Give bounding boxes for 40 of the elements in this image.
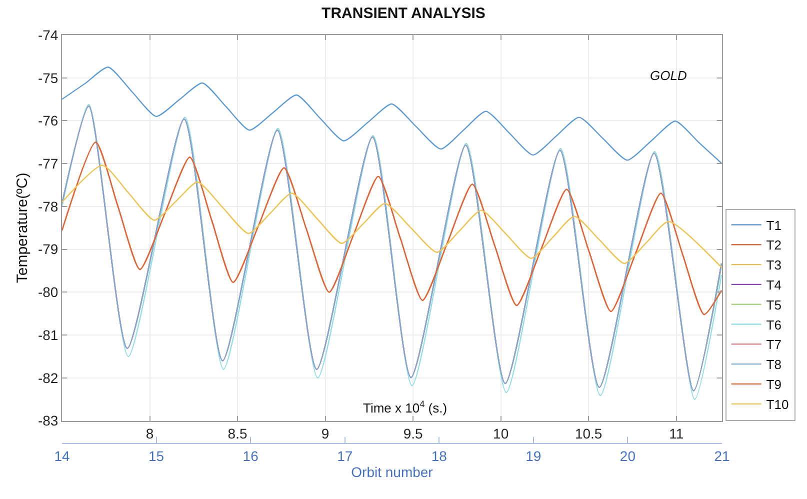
x2-tick-label: 20 xyxy=(620,448,636,464)
y-tick-label: -82 xyxy=(38,370,58,386)
x2-tick-label: 19 xyxy=(526,448,542,464)
x2-tick-label: 21 xyxy=(714,448,730,464)
x-tick-label: 9 xyxy=(321,426,330,442)
y-tick-label: -83 xyxy=(38,412,58,429)
x2-tick-label: 17 xyxy=(337,448,353,464)
x2-tick-label: 18 xyxy=(431,448,448,464)
x2-tick-label: 15 xyxy=(148,448,164,464)
legend-label: T4 xyxy=(766,278,782,293)
legend-label: T2 xyxy=(766,238,782,253)
y-tick-label: -75 xyxy=(38,70,58,86)
x-tick-label: 8.5 xyxy=(228,426,248,442)
y-tick-label: -74 xyxy=(38,26,58,43)
x-axis-title: Time x 10$^{4}$ (s.) xyxy=(363,399,448,416)
x-tick-label: 9.5 xyxy=(403,426,423,442)
y-tick-label: -78 xyxy=(38,198,58,214)
x2-tick-label: 14 xyxy=(54,448,70,464)
x-tick-label: 10.5 xyxy=(574,426,602,442)
y-tick-label: -76 xyxy=(38,112,58,129)
legend-label: T9 xyxy=(766,377,782,392)
legend-label: T1 xyxy=(766,218,782,233)
legend-label: T10 xyxy=(766,396,789,412)
y-tick-label: -80 xyxy=(38,284,58,300)
x2-tick-label: 16 xyxy=(242,448,259,464)
x-tick-label: 10 xyxy=(493,426,509,442)
x-tick-label: 8 xyxy=(146,426,154,442)
x-tick-label: 11 xyxy=(669,426,684,442)
y-tick-label: -77 xyxy=(38,156,58,172)
legend-label: T3 xyxy=(766,258,782,273)
y-tick-label: -79 xyxy=(38,241,58,258)
legend-label: T8 xyxy=(766,357,782,372)
legend-label: T5 xyxy=(766,297,782,312)
legend-label: T7 xyxy=(766,337,782,352)
annotation: GOLD xyxy=(650,68,687,83)
y-tick-label: -81 xyxy=(38,326,58,343)
legend-label: T6 xyxy=(766,317,782,332)
y-axis-title: Temperature(ºC) xyxy=(14,172,32,284)
x2-axis-title: Orbit number xyxy=(351,464,434,480)
chart-title: TRANSIENT ANALYSIS xyxy=(322,4,486,22)
